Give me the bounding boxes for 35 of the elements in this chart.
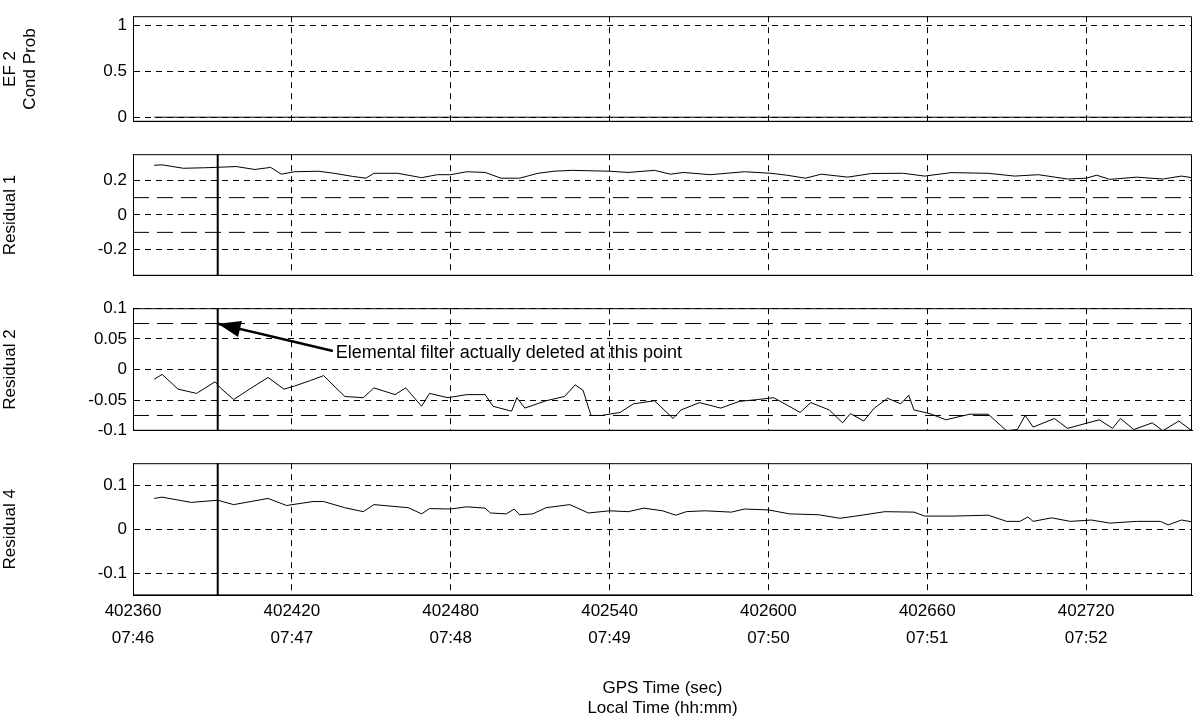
x-tick-label: 402660 xyxy=(898,601,956,621)
x-tick-label: 402720 xyxy=(1057,601,1115,621)
y-tick-label: 0 xyxy=(117,204,127,224)
y-axis-title: Residual 2 xyxy=(0,329,19,410)
x-tick-label: 402360 xyxy=(104,601,162,621)
x2-tick-label: 07:48 xyxy=(429,627,472,647)
x2-tick-label: 07:46 xyxy=(111,627,155,647)
x2-tick-label: 07:49 xyxy=(588,627,631,647)
y-axis-title: Residual 4 xyxy=(0,489,19,570)
x2-tick-label: 07:50 xyxy=(747,627,790,647)
y-axis-title: Residual 1 xyxy=(0,174,19,256)
x-tick-label: 402600 xyxy=(740,601,797,621)
y-tick-label: 0.2 xyxy=(103,169,127,189)
y-tick-label: -0.2 xyxy=(97,239,127,259)
x2-tick-label: 07:51 xyxy=(905,627,949,647)
y-tick-label: 0 xyxy=(117,106,127,126)
y-tick-label: 0.05 xyxy=(93,328,127,348)
annotation: Elemental filter actually deleted at this point xyxy=(335,342,682,363)
x2-tick-label: 07:52 xyxy=(1064,627,1108,647)
y-tick-label: 0 xyxy=(117,518,127,538)
y-tick-label: 0.1 xyxy=(103,474,127,494)
y-tick-label: 0.5 xyxy=(103,60,127,80)
y-tick-label: 0.1 xyxy=(103,297,127,317)
x-tick-label: 402540 xyxy=(581,601,638,621)
y-tick-label: 1 xyxy=(117,15,127,35)
x2-axis-title: Local Time (hh:mm) xyxy=(587,698,738,718)
x2-tick-label: 07:47 xyxy=(270,627,314,647)
y-tick-label: -0.1 xyxy=(97,420,127,440)
x-axis-title: GPS Time (sec) xyxy=(602,678,723,698)
y-tick-label: 0 xyxy=(117,359,127,379)
y-axis-title: EF 2 Cond Prob xyxy=(0,28,40,110)
x-tick-label: 402420 xyxy=(263,601,321,621)
y-tick-label: -0.05 xyxy=(88,389,127,409)
y-tick-label: -0.1 xyxy=(97,563,127,583)
x-tick-label: 402480 xyxy=(422,601,480,621)
